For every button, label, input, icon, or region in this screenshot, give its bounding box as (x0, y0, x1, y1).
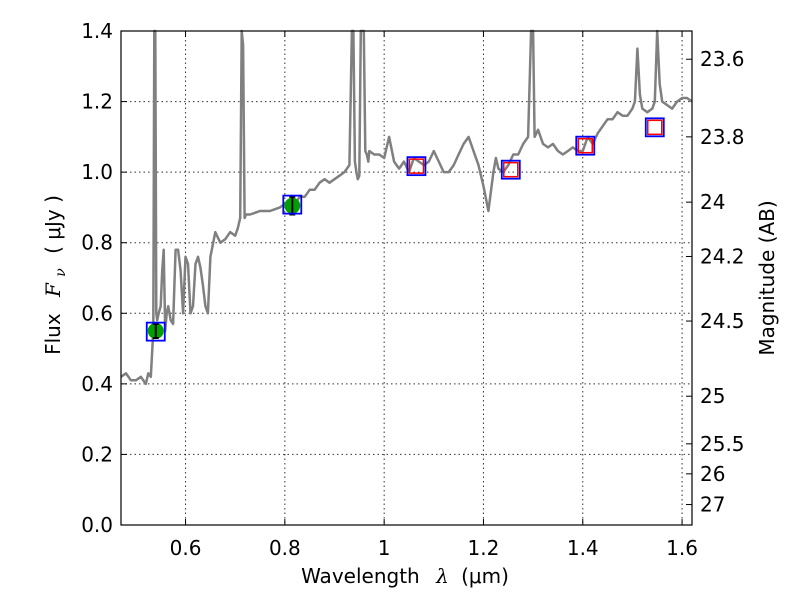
upper-limit-marker (503, 161, 519, 178)
y2-tick-label: 27 (700, 493, 725, 517)
y2-tick-label: 26 (700, 462, 725, 486)
y2-tick-label: 23.6 (700, 47, 745, 71)
x-axis-label-unit: (μm) (461, 564, 509, 588)
y-tick-label: 0.4 (81, 372, 113, 396)
y-tick-label: 1.2 (81, 90, 113, 114)
y-tick-label: 0.6 (81, 301, 113, 325)
y-axis-label-subscript: ν (53, 268, 69, 277)
y-axis-ticks: 0.0 0.2 0.4 0.6 0.8 1.0 1.2 1.4 (81, 19, 127, 537)
y-axis-label: Flux F ν ( μJy ) (41, 195, 70, 355)
y-tick-label: 0.8 (81, 231, 113, 255)
upper-limit-marker (647, 119, 663, 136)
model-flux-box (644, 117, 665, 138)
y2-tick-label: 24.5 (700, 309, 745, 333)
y2-tick-label: 24 (700, 190, 725, 214)
y-axis-label-unit: ( μJy ) (41, 195, 65, 254)
y-axis-label-text: Flux (41, 313, 65, 355)
x-tick-label: 1.2 (468, 536, 500, 560)
model-flux-box (282, 194, 303, 215)
plot-area-frame (120, 30, 693, 526)
x-tick-label: 1.6 (666, 536, 698, 560)
y2-tick-label: 25.5 (700, 432, 745, 456)
x-tick-label: 1 (378, 536, 391, 560)
series-layer (120, 29, 693, 386)
model-flux-box (500, 159, 521, 180)
model-flux-box (575, 135, 596, 156)
y-tick-label: 0.0 (81, 513, 113, 537)
x-axis-label-symbol: λ (435, 564, 449, 588)
upper-limit-marker (577, 137, 593, 154)
x-axis-label-text: Wavelength (301, 564, 420, 588)
upper-limit-marker (408, 158, 425, 174)
y-tick-label: 1.4 (81, 19, 113, 43)
model-flux-box (406, 156, 427, 177)
y2-axis-ticks: 23.6 23.8 24 24.2 24.5 25 25.5 26 27 (686, 47, 745, 517)
sed-model-line (120, 29, 693, 386)
x-axis-ticks: 0.6 0.8 1 1.2 1.4 1.6 (170, 31, 698, 560)
y2-tick-label: 24.2 (700, 244, 745, 268)
y-tick-label: 1.0 (81, 160, 113, 184)
model-flux-box (145, 321, 166, 342)
x-axis-label: Wavelength λ (μm) (301, 564, 509, 588)
y2-tick-label: 23.8 (700, 125, 745, 149)
grid-lines (121, 31, 692, 525)
y-axis-label-symbol: F (41, 282, 65, 298)
y-tick-label: 0.2 (81, 442, 113, 466)
x-tick-label: 0.6 (170, 536, 202, 560)
x-tick-label: 1.4 (567, 536, 599, 560)
photometry-layer (145, 117, 665, 342)
x-tick-label: 0.8 (269, 536, 301, 560)
y2-tick-label: 25 (700, 384, 725, 408)
y2-axis-label: Magnitude (AB) (755, 200, 779, 355)
